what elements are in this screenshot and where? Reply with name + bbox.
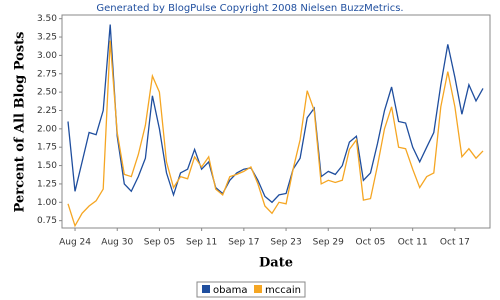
- x-tick-label: Sep 23: [270, 238, 301, 248]
- legend-label: mccain: [265, 285, 301, 296]
- y-tick-label: 1.50: [37, 161, 57, 171]
- series-line: [67, 24, 484, 204]
- legend-label: obama: [213, 285, 247, 296]
- x-tick-label: Sep 11: [186, 238, 217, 248]
- legend: [196, 281, 306, 298]
- x-tick-label: Aug 30: [101, 238, 133, 248]
- legend-swatch: [202, 285, 210, 293]
- x-tick-label: Sep 17: [228, 238, 259, 248]
- chart-title: Generated by BlogPulse Copyright 2008 Ni…: [96, 3, 403, 14]
- plot-area: [61, 14, 491, 229]
- x-tick-label: Sep 05: [144, 238, 175, 248]
- y-tick-label: 1.25: [37, 179, 57, 189]
- y-axis-label: Percent of All Blog Posts: [13, 32, 28, 213]
- y-tick-label: 2.00: [37, 124, 57, 134]
- y-tick-label: 2.50: [37, 88, 57, 98]
- x-tick-label: Oct 05: [356, 238, 386, 248]
- x-tick-label: Aug 24: [59, 238, 91, 248]
- legend-swatch: [254, 285, 262, 293]
- y-tick-label: 2.25: [37, 106, 57, 116]
- y-tick-label: 1.00: [37, 198, 57, 208]
- y-tick-label: 3.00: [37, 51, 57, 61]
- y-tick-label: 2.75: [37, 69, 57, 79]
- series-line: [67, 40, 484, 228]
- x-tick-label: Oct 17: [440, 238, 470, 248]
- x-tick-label: Sep 29: [313, 238, 345, 248]
- y-tick-label: 3.50: [37, 14, 57, 24]
- y-tick-label: 1.75: [37, 143, 57, 153]
- x-tick-label: Oct 11: [398, 238, 428, 248]
- x-axis-label: Date: [259, 256, 293, 271]
- y-tick-label: 3.25: [37, 33, 57, 43]
- y-tick-label: 0.75: [37, 216, 57, 226]
